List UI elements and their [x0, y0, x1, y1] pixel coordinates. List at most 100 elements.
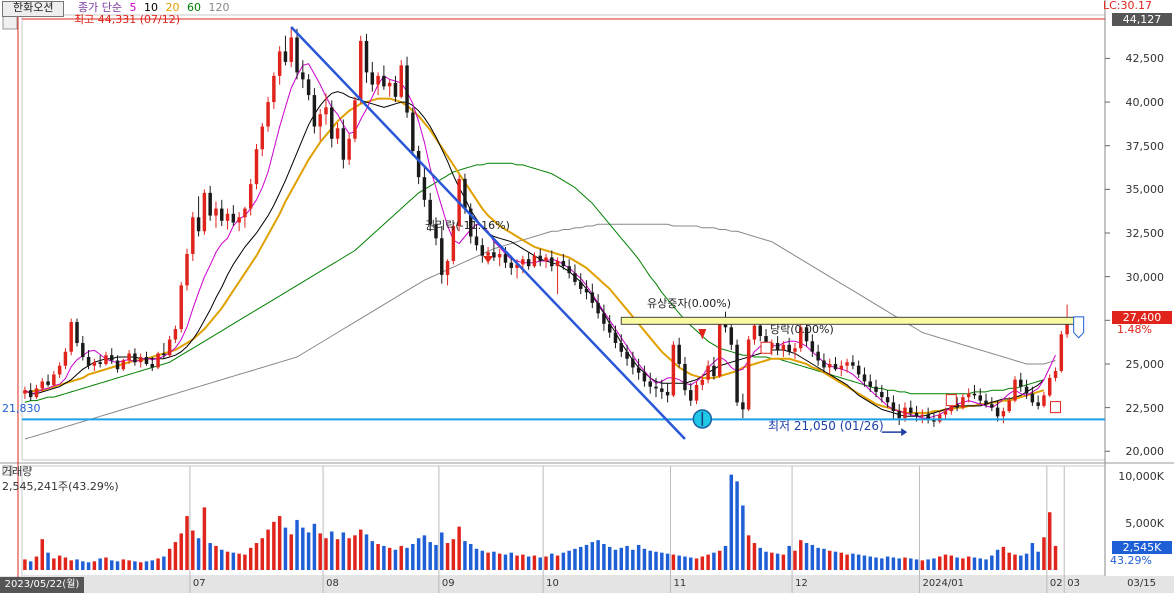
- candle-body: [133, 353, 137, 363]
- candle-body: [920, 414, 925, 417]
- candle-body: [602, 313, 606, 324]
- volume-bar: [46, 552, 50, 570]
- volume-bar: [156, 558, 160, 570]
- candle-body: [191, 217, 195, 254]
- candle-body: [277, 51, 282, 76]
- candle-body: [665, 391, 670, 396]
- volume-bar: [874, 557, 878, 570]
- volume-bar: [625, 545, 629, 570]
- candle-body: [254, 149, 259, 185]
- candle-body: [613, 332, 618, 344]
- candle-body: [399, 65, 403, 97]
- volume-bar: [665, 553, 670, 570]
- volume-bar: [283, 527, 288, 570]
- volume-bar: [411, 544, 415, 570]
- volume-bar: [579, 546, 583, 570]
- candle-body: [995, 407, 1000, 417]
- volume-bar: [301, 527, 305, 570]
- candle-body: [335, 128, 340, 139]
- candle-body: [932, 419, 936, 422]
- candle-body: [474, 236, 479, 246]
- volume-bar: [590, 542, 595, 570]
- candle-body: [793, 348, 797, 352]
- x-axis-month-label: 09: [441, 578, 455, 589]
- volume-bar: [584, 544, 589, 570]
- volume-bar: [457, 526, 461, 570]
- volume-bar: [735, 481, 739, 570]
- volume-bar: [370, 541, 375, 570]
- volume-bar: [550, 553, 554, 570]
- stock-name-box[interactable]: 한화오션: [2, 1, 64, 17]
- volume-bar: [868, 556, 872, 570]
- ex-div-annotation: 당락(0.00%): [770, 323, 834, 336]
- grid-icon: [2, 14, 18, 30]
- volume-bar: [173, 542, 178, 570]
- volume-bar: [648, 550, 652, 570]
- candle-body: [636, 367, 641, 373]
- candle-body: [86, 356, 91, 366]
- volume-bar: [544, 556, 548, 570]
- volume-bar: [144, 561, 149, 570]
- candle-body: [521, 259, 525, 265]
- volume-bar: [741, 505, 745, 570]
- candle-body: [816, 351, 820, 361]
- volume-bar: [984, 559, 988, 570]
- volume-bar: [851, 553, 855, 570]
- candle-body: [295, 37, 299, 73]
- x-axis-start-date[interactable]: 2023/05/22(월): [0, 577, 84, 593]
- volume-bar: [561, 552, 566, 570]
- volume-bar: [926, 559, 930, 570]
- volume-bar: [700, 556, 705, 570]
- downtrend-line: [290, 26, 686, 440]
- candle-body: [689, 390, 693, 401]
- x-axis-month-label: 12: [795, 578, 808, 589]
- candle-body: [775, 343, 780, 350]
- chart-mode-label: 종가 단순: [78, 1, 122, 14]
- candle-body: [179, 285, 183, 330]
- candle-body: [984, 400, 988, 405]
- candle-body: [561, 260, 566, 267]
- volume-bar: [862, 555, 867, 570]
- volume-bar: [729, 474, 734, 570]
- candle-body: [497, 253, 502, 258]
- volume-bar: [104, 557, 108, 570]
- candle-body: [167, 339, 172, 356]
- volume-bar: [509, 552, 513, 570]
- candle-body: [642, 372, 647, 382]
- ma-legend[interactable]: 종가 단순 5 10 20 60 120: [78, 2, 233, 14]
- candle-body: [729, 327, 734, 345]
- candle-body: [173, 329, 178, 340]
- volume-bar: [642, 548, 647, 570]
- candle-body: [550, 257, 554, 267]
- low-arrow-head: [901, 428, 908, 437]
- volume-bar: [497, 553, 502, 570]
- volume-bar: [717, 550, 722, 570]
- change-pct: 1.48%: [1117, 323, 1152, 336]
- candle-body: [874, 386, 878, 392]
- volume-bar: [1013, 554, 1017, 570]
- volume-bar: [758, 547, 762, 570]
- price-tick-label: 32,500: [1125, 227, 1165, 241]
- candle-body: [851, 362, 855, 366]
- candle-body: [712, 365, 716, 377]
- candles: [23, 26, 1069, 427]
- candle-body: [1053, 370, 1058, 378]
- volume-bar: [1024, 553, 1029, 570]
- volume-bar: [770, 552, 774, 570]
- volume-bar: [856, 554, 861, 570]
- volume-bar: [515, 555, 519, 570]
- candle-body: [937, 414, 942, 422]
- candle-body: [573, 273, 577, 282]
- volume-bar: [1001, 546, 1006, 570]
- volume-bar: [225, 551, 230, 570]
- volume-bar: [364, 534, 369, 570]
- volume-bar: [822, 548, 826, 570]
- volume-bar: [909, 558, 913, 570]
- candle-body: [422, 177, 427, 200]
- volume-bar: [121, 559, 126, 570]
- candle-body: [434, 224, 438, 239]
- candle-body: [625, 351, 629, 359]
- candle-body: [579, 281, 583, 289]
